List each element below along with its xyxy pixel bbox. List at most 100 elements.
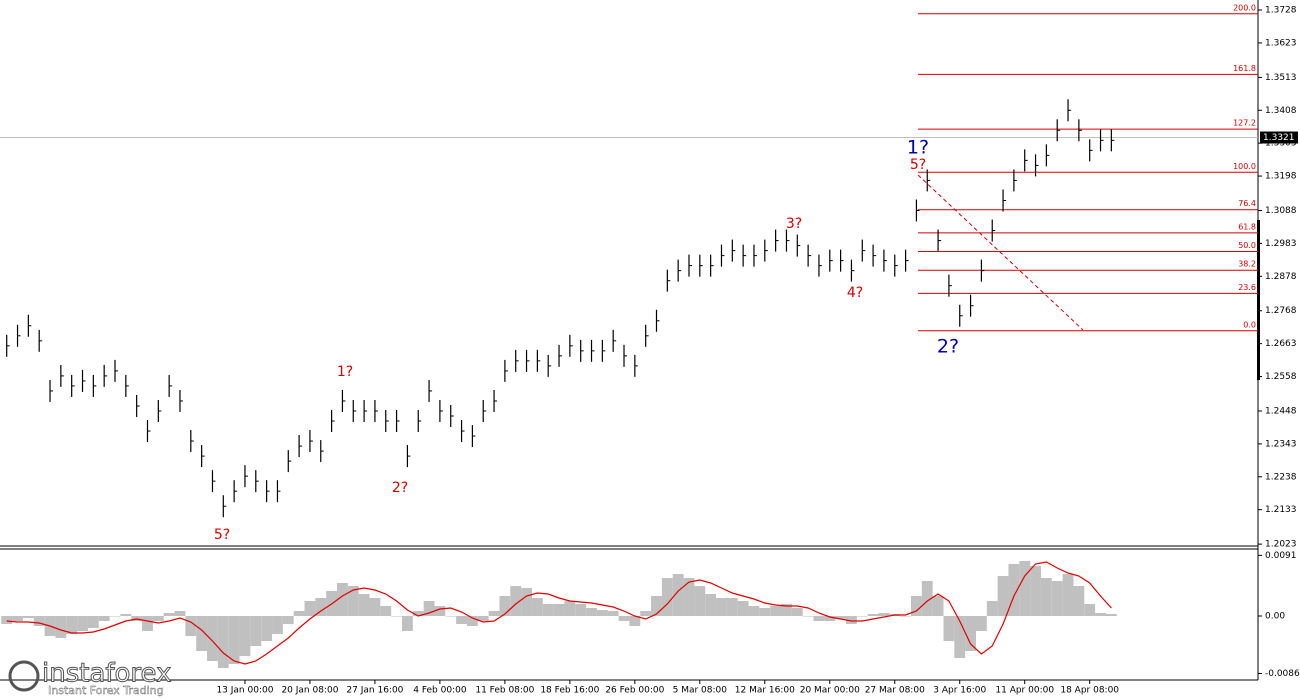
histogram-bar <box>120 614 132 616</box>
y-tick-label: 1.3088 <box>1265 206 1297 216</box>
histogram-bar <box>1008 564 1020 616</box>
histogram-bar <box>423 601 435 616</box>
histogram-bar <box>466 616 478 626</box>
histogram-bar <box>596 610 608 616</box>
histogram-bar <box>22 616 34 618</box>
x-tick-label: 26 Feb 00:00 <box>605 686 664 696</box>
wave-label: 2? <box>392 480 408 496</box>
histogram-bar <box>1030 566 1041 616</box>
histogram-bar <box>1 616 13 624</box>
histogram-bar <box>217 616 229 668</box>
histogram-bar <box>943 616 955 641</box>
histogram-bar <box>1062 574 1074 616</box>
histogram-bar <box>737 601 749 616</box>
histogram-bar <box>488 611 500 616</box>
histogram-bar <box>77 616 88 631</box>
histogram-bar <box>867 614 879 616</box>
histogram-bar <box>975 616 987 631</box>
trend-line <box>917 174 1084 331</box>
wave-label: 3? <box>786 216 802 232</box>
x-tick-label: 20 Mar 00:00 <box>800 686 860 696</box>
x-tick-label: 13 Jan 00:00 <box>216 686 273 696</box>
histogram-bar <box>1051 581 1063 616</box>
histogram-bar <box>629 616 641 626</box>
x-tick-label: 18 Apr 08:00 <box>1060 686 1119 696</box>
histogram-bar <box>87 616 99 628</box>
histogram-bar <box>412 611 424 616</box>
histogram-bar <box>748 606 760 616</box>
y-tick-label: 1.3513 <box>1265 73 1297 83</box>
histogram-bar <box>434 606 446 616</box>
axis-marker <box>1257 220 1260 380</box>
histogram-bar <box>802 616 814 617</box>
histogram-bar <box>304 601 316 616</box>
histogram-bar <box>770 606 782 616</box>
histogram-bar <box>293 611 305 616</box>
y-tick-label: 1.2663 <box>1265 339 1297 349</box>
y-tick-label: 1.3623 <box>1265 38 1297 48</box>
y-tick-label: 1.3408 <box>1265 106 1297 116</box>
histogram-bar <box>109 616 121 617</box>
histogram-bar <box>921 581 933 616</box>
histogram-bar <box>391 616 402 617</box>
x-tick-label: 3 Apr 16:00 <box>933 686 986 696</box>
histogram-bar <box>900 616 912 617</box>
y-tick-label: 1.3198 <box>1265 172 1297 182</box>
x-tick-label: 4 Feb 00:00 <box>413 686 467 696</box>
histogram-bar <box>661 578 673 616</box>
histogram-bar <box>98 616 110 621</box>
histogram-bar <box>835 616 847 619</box>
wave-label: 5? <box>910 157 926 173</box>
histogram-bar <box>282 616 294 624</box>
fib-label: 127.2 <box>1233 119 1256 128</box>
fib-label: 76.4 <box>1238 199 1256 208</box>
histogram-bar <box>337 583 348 616</box>
histogram-bar <box>1105 614 1117 616</box>
wave-label: 4? <box>847 285 863 301</box>
histogram-bar <box>586 608 597 616</box>
histogram-bar <box>401 616 413 631</box>
fib-label: 38.2 <box>1238 260 1256 269</box>
histogram-bar <box>239 616 251 656</box>
histogram-bar <box>932 596 944 616</box>
histogram-bar <box>369 598 381 616</box>
wave-label: 2? <box>937 336 959 358</box>
y-tick-label: 1.2133 <box>1265 505 1297 515</box>
histogram-bar <box>521 588 532 616</box>
current-price-box <box>1260 131 1298 144</box>
current-price-label: 1.3321 <box>1263 133 1295 143</box>
y-tick-label: 1.2238 <box>1265 472 1297 482</box>
histogram-bar <box>954 616 966 658</box>
histogram-bar <box>1095 613 1106 616</box>
histogram-bar <box>997 576 1009 616</box>
x-tick-label: 20 Jan 08:00 <box>281 686 338 696</box>
logo-icon <box>8 660 40 692</box>
wave-label: 1? <box>337 364 353 380</box>
y-tick-label: 1.2878 <box>1265 272 1297 282</box>
histogram-bar <box>911 596 922 616</box>
histogram-bar <box>228 616 240 664</box>
histogram-bar <box>510 586 522 616</box>
histogram-bar <box>813 616 825 621</box>
histogram-bar <box>564 601 576 616</box>
y-tick-label: 1.2448 <box>1265 406 1297 416</box>
histogram-bar <box>250 616 262 646</box>
histogram-bar <box>142 616 153 631</box>
histogram-bar <box>781 604 792 616</box>
histogram-bar <box>174 611 186 616</box>
fib-label: 50.0 <box>1238 241 1256 250</box>
signal-line <box>6 561 1112 665</box>
histogram-bar <box>196 616 208 651</box>
histogram-bar <box>477 616 489 621</box>
histogram-bar <box>1040 578 1052 616</box>
histogram-bar <box>1084 604 1096 616</box>
histogram-bar <box>1019 561 1031 616</box>
x-tick-label: 11 Feb 08:00 <box>475 686 534 696</box>
x-tick-label: 27 Mar 08:00 <box>865 686 925 696</box>
y-tick-label: 1.2343 <box>1265 439 1297 449</box>
indicator-y-tick-label: 0.0091 <box>1265 551 1297 561</box>
histogram-bar <box>683 578 695 616</box>
fib-label: 0.0 <box>1243 320 1256 329</box>
histogram-bar <box>878 613 890 616</box>
